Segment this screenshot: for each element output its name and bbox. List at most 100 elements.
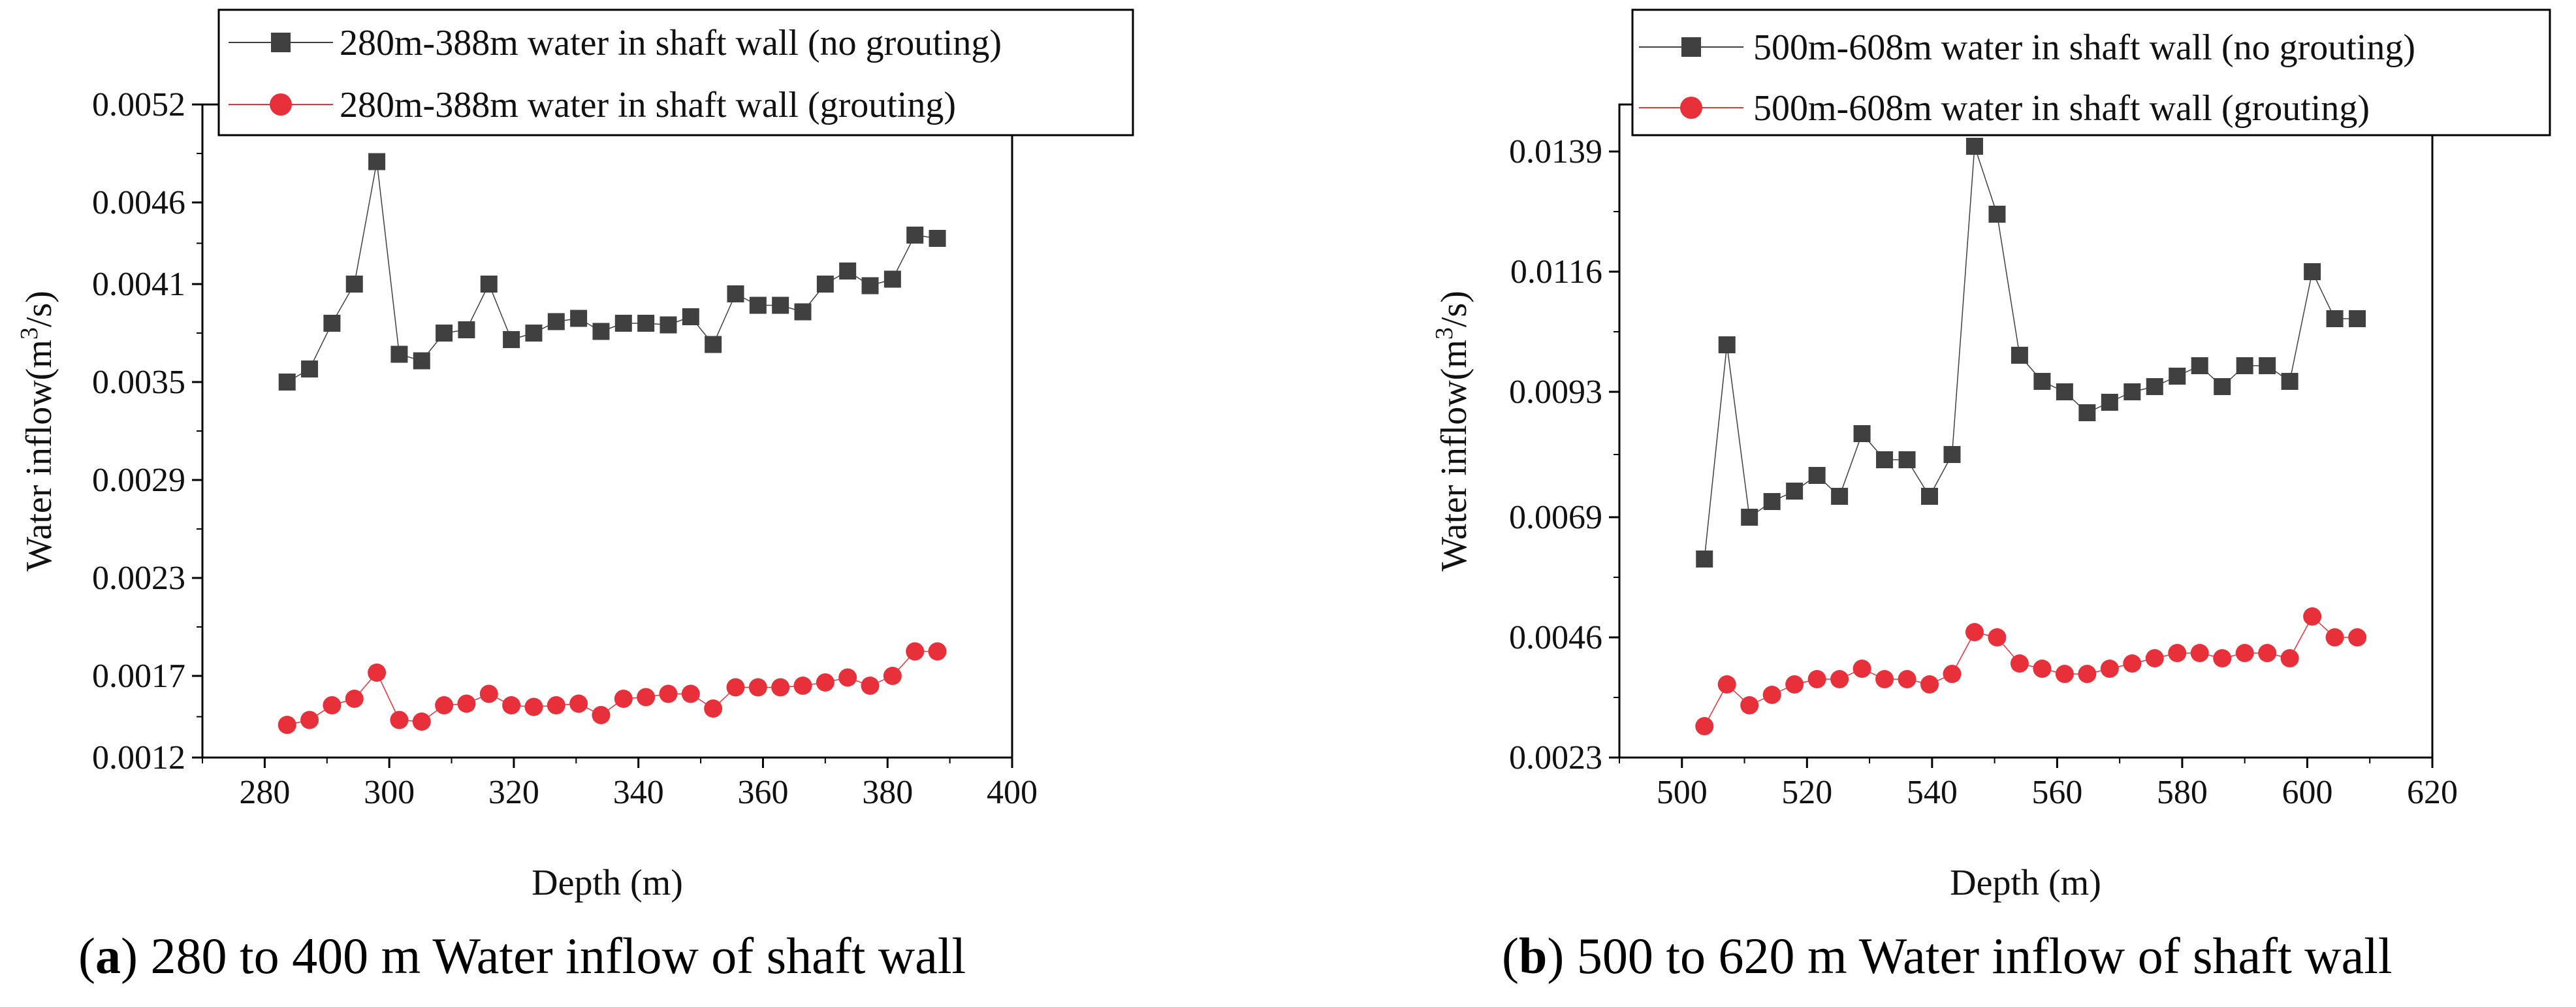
- data-point-square: [2078, 404, 2096, 421]
- y-tick-label: 0.0041: [92, 266, 185, 303]
- data-point-circle: [1965, 623, 1984, 641]
- legend-box: [1631, 8, 2551, 136]
- data-point-circle: [2100, 660, 2119, 678]
- data-point-circle: [2123, 654, 2142, 673]
- data-point-square: [390, 345, 408, 363]
- data-point-circle: [2213, 649, 2232, 667]
- data-point-square: [1876, 451, 1894, 468]
- y-tick-label: 0.0139: [1509, 133, 1602, 170]
- data-point-square: [2033, 373, 2051, 390]
- caption-letter-b: b: [1519, 927, 1547, 984]
- caption-close: ): [1547, 927, 1564, 984]
- x-tick-label: 620: [2407, 774, 2458, 811]
- data-point-circle: [838, 668, 857, 687]
- y-tick-label: 0.0069: [1509, 499, 1602, 536]
- data-point-circle: [345, 690, 364, 708]
- data-point-square: [2123, 383, 2141, 400]
- data-point-square: [592, 323, 610, 340]
- x-axis-title: Depth (m): [1950, 863, 2101, 903]
- data-point-square: [458, 321, 475, 338]
- data-point-circle: [479, 684, 498, 703]
- data-point-square: [301, 360, 319, 377]
- data-point-circle: [1920, 675, 1939, 694]
- series-line-1: [1704, 615, 2358, 727]
- data-point-circle: [2190, 644, 2209, 662]
- data-point-circle: [614, 690, 633, 708]
- y-tick-label: 0.0017: [92, 658, 185, 695]
- data-point-circle: [1875, 670, 1894, 688]
- x-tick-label: 560: [2031, 774, 2082, 811]
- y-tick-label: 0.0116: [1510, 253, 1602, 291]
- chart-panel-a: 0.0012 0.0017 0.0023 0.0029 0.0035 0.0041 0.00…: [16, 8, 1134, 984]
- data-point-square: [2326, 310, 2344, 327]
- x-ticks: 280 300 320 340 360 380 400: [202, 758, 1038, 811]
- data-point-circle: [1943, 665, 1962, 683]
- data-point-circle: [861, 677, 880, 695]
- data-point-circle: [771, 678, 790, 697]
- data-point-circle: [1717, 675, 1736, 694]
- series-layer: [278, 153, 947, 734]
- data-point-circle: [2078, 665, 2097, 683]
- legend: 280m-388m water in shaft wall (no grouti…: [217, 8, 1134, 136]
- data-point-square: [1898, 451, 1916, 468]
- caption-letter-a: a: [95, 927, 121, 984]
- data-point-square: [1921, 488, 1939, 505]
- data-point-square: [727, 285, 744, 302]
- data-point-square: [861, 277, 879, 295]
- data-point-square: [2056, 383, 2073, 400]
- data-point-square: [2304, 263, 2321, 280]
- data-point-circle: [412, 712, 431, 731]
- data-point-square: [1831, 488, 1849, 505]
- data-point-square: [413, 352, 430, 370]
- data-point-square: [705, 336, 722, 353]
- data-point-square: [480, 276, 498, 293]
- data-point-square: [1853, 425, 1871, 442]
- data-point-circle: [2145, 649, 2164, 667]
- data-point-circle: [2235, 644, 2254, 662]
- y-axis-title-end: /s): [1434, 291, 1474, 327]
- data-point-square: [570, 310, 588, 327]
- y-axis-title: Water inflow(m3/s): [16, 291, 59, 571]
- x-tick-label: 540: [1907, 774, 1958, 811]
- x-ticks: 500 520 540 560 580 600 620: [1619, 758, 2458, 811]
- data-point-square: [2236, 357, 2253, 374]
- chart-panel-b: 0.0023 0.0046 0.0069 0.0093 0.0116 0.0139 500…: [1431, 8, 2551, 984]
- data-point-circle: [368, 663, 387, 682]
- y-ticks: 0.0023 0.0046 0.0069 0.0093 0.0116 0.0139: [1509, 133, 1619, 776]
- data-point-square: [278, 374, 296, 391]
- data-point-circle: [2055, 665, 2074, 683]
- data-point-circle: [793, 677, 812, 695]
- data-point-square: [1696, 551, 1713, 567]
- data-point-square: [839, 263, 857, 280]
- y-axis-title: Water inflow(m3/s): [1431, 291, 1474, 571]
- x-tick-label: 340: [613, 774, 664, 811]
- data-point-circle: [704, 699, 723, 718]
- data-point-circle: [323, 696, 342, 714]
- data-point-circle: [1762, 686, 1781, 704]
- data-point-circle: [547, 696, 565, 714]
- data-point-square: [2281, 373, 2298, 390]
- data-point-circle: [2280, 649, 2299, 667]
- data-point-square: [323, 315, 341, 332]
- data-point-circle: [300, 711, 319, 729]
- data-point-circle: [569, 694, 588, 713]
- data-point-circle: [659, 684, 678, 703]
- data-point-circle: [637, 688, 656, 707]
- legend-marker-square: [271, 33, 291, 52]
- data-point-circle: [1852, 660, 1871, 678]
- data-point-circle: [2303, 607, 2322, 626]
- data-point-square: [1988, 206, 2006, 223]
- data-point-square: [614, 315, 632, 332]
- data-point-square: [772, 296, 789, 314]
- data-point-circle: [2348, 628, 2367, 647]
- x-tick-label: 520: [1781, 774, 1832, 811]
- data-point-circle: [1785, 675, 1804, 694]
- data-point-circle: [2258, 644, 2277, 662]
- caption-open: (: [78, 927, 95, 984]
- data-point-circle: [906, 642, 925, 661]
- plot-frame: [201, 103, 1013, 759]
- y-tick-label: 0.0046: [92, 184, 185, 221]
- data-point-circle: [681, 684, 700, 703]
- x-tick-label: 360: [737, 774, 788, 811]
- data-point-square: [2011, 347, 2028, 364]
